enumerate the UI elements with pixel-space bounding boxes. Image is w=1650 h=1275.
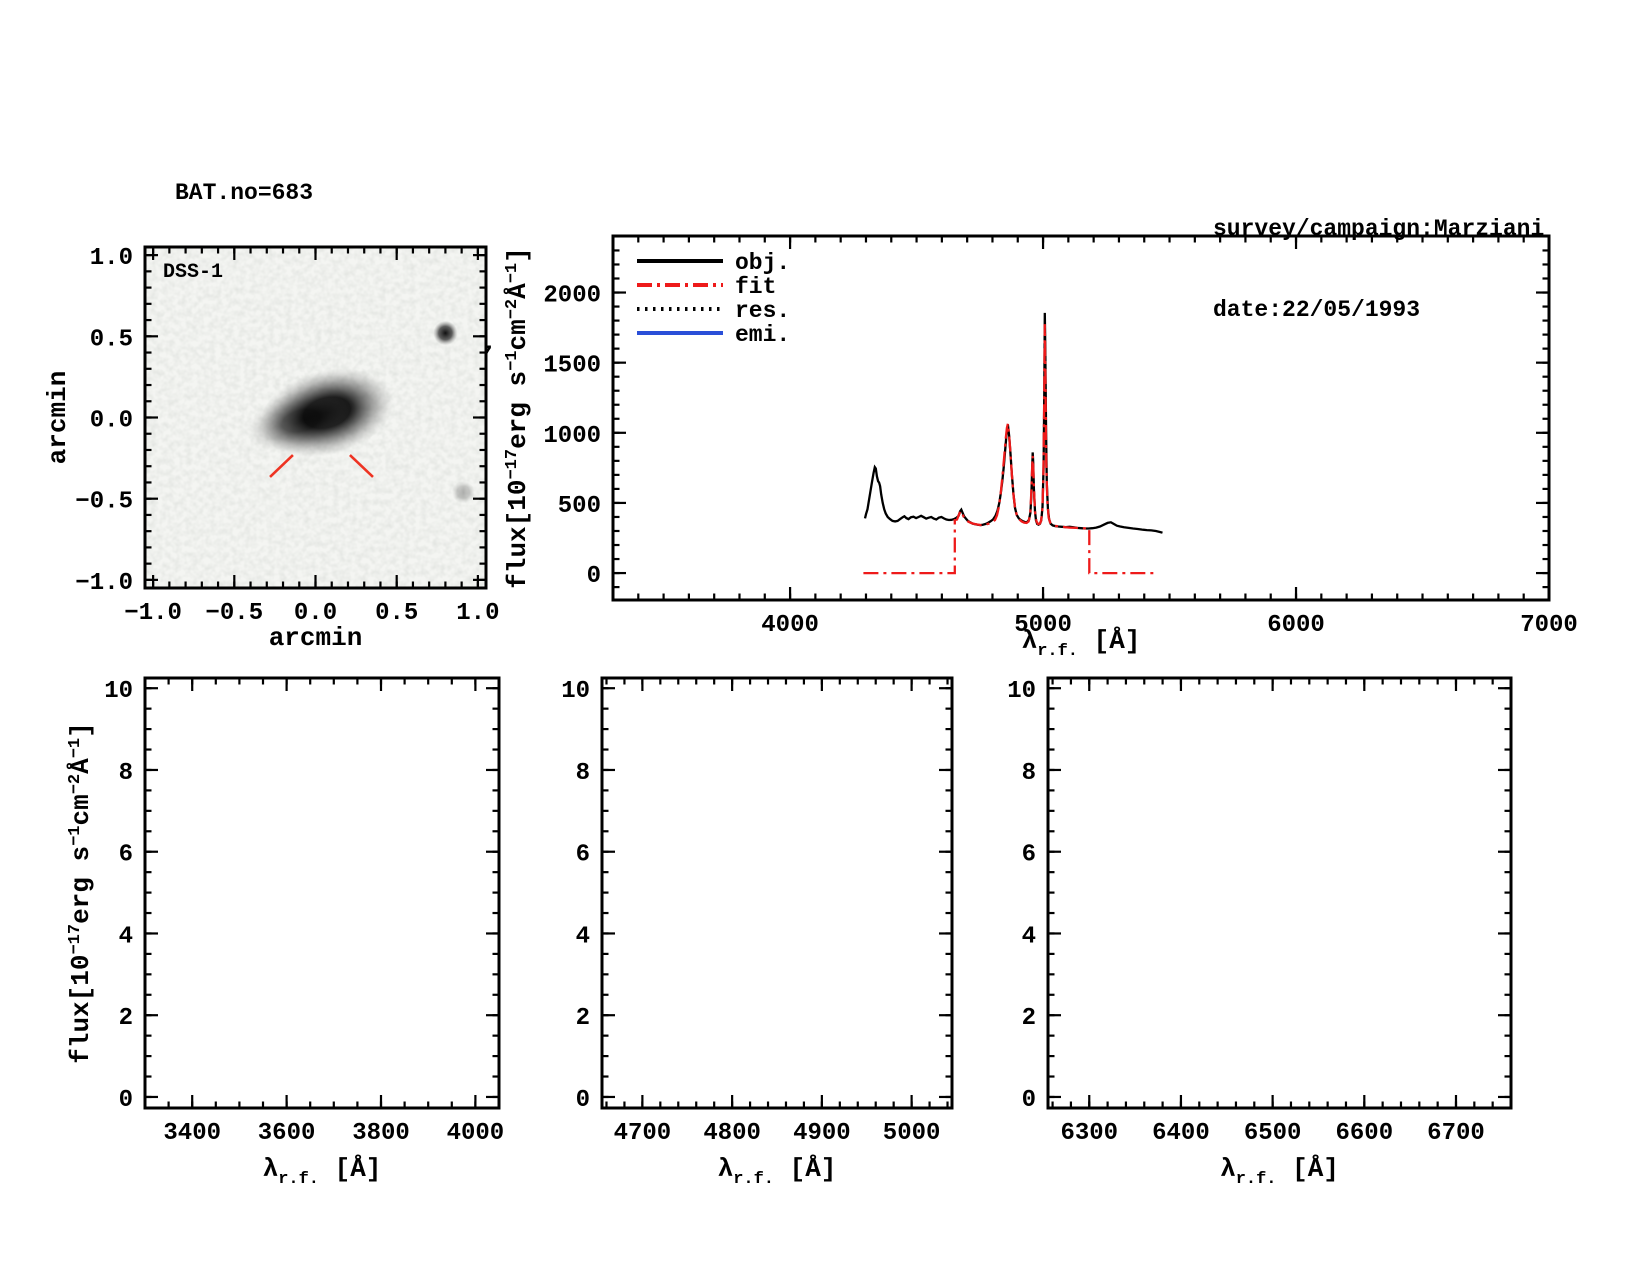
svg-text:1.0: 1.0 — [456, 600, 499, 627]
svg-text:5000: 5000 — [1014, 612, 1072, 639]
target-marker-line — [269, 454, 294, 478]
y-axis-label: arcmin — [43, 371, 73, 465]
svg-text:4: 4 — [1022, 923, 1036, 950]
svg-text:4700: 4700 — [614, 1120, 672, 1147]
svg-text:5000: 5000 — [883, 1120, 941, 1147]
svg-text:0: 0 — [1022, 1087, 1036, 1114]
x-axis-label: λr.f. [Å] — [718, 1154, 837, 1189]
svg-text:2: 2 — [1022, 1005, 1036, 1032]
svg-text:6700: 6700 — [1427, 1120, 1485, 1147]
svg-text:0: 0 — [576, 1087, 590, 1114]
svg-text:3400: 3400 — [163, 1120, 221, 1147]
field-star-blob — [433, 320, 458, 346]
x-axis-label: λr.f. [Å] — [1220, 1154, 1339, 1189]
y-axis-label: flux[10−17erg s−1cm−2Å−1] — [66, 722, 96, 1064]
survey-info: survey/campaign:Marziani date:22/05/1993 — [1213, 162, 1544, 378]
svg-text:6600: 6600 — [1336, 1120, 1394, 1147]
legend-label: res. — [735, 298, 790, 324]
svg-text:0: 0 — [587, 563, 601, 590]
plot-frame — [143, 676, 501, 1110]
svg-text:8: 8 — [1022, 760, 1036, 787]
svg-text:−1.0: −1.0 — [75, 570, 133, 597]
observation-date-text: date:22/05/1993 — [1213, 297, 1421, 323]
faint-source-blob — [451, 480, 475, 504]
object-info-line: BAT.no=683 — [175, 180, 314, 206]
plot-frame — [600, 676, 954, 1110]
svg-text:3800: 3800 — [352, 1120, 410, 1147]
image-source-label: DSS-1 — [163, 261, 223, 284]
svg-text:−1.0: −1.0 — [124, 600, 182, 627]
svg-text:0.5: 0.5 — [90, 326, 133, 353]
svg-text:3600: 3600 — [258, 1120, 316, 1147]
x-axis-label: λr.f. [Å] — [263, 1154, 382, 1189]
svg-text:0.0: 0.0 — [90, 408, 133, 435]
x-axis-label: λr.f. [Å] — [1022, 626, 1141, 661]
x-axis-label: arcmin — [269, 623, 363, 653]
svg-text:2: 2 — [119, 1005, 133, 1032]
target-marker-line — [349, 454, 374, 478]
svg-text:6400: 6400 — [1152, 1120, 1210, 1147]
svg-text:1000: 1000 — [543, 423, 601, 450]
svg-text:500: 500 — [558, 493, 601, 520]
galaxy-halo — [247, 389, 355, 453]
svg-text:10: 10 — [561, 678, 590, 705]
plot-frame — [1046, 676, 1513, 1110]
svg-text:6000: 6000 — [1267, 612, 1325, 639]
legend-label: emi. — [735, 322, 790, 348]
svg-text:8: 8 — [119, 760, 133, 787]
svg-text:0.0: 0.0 — [294, 600, 337, 627]
svg-text:10: 10 — [1007, 678, 1036, 705]
svg-text:4000: 4000 — [447, 1120, 505, 1147]
svg-text:7000: 7000 — [1520, 612, 1578, 639]
svg-text:6: 6 — [119, 842, 133, 869]
svg-text:4900: 4900 — [793, 1120, 851, 1147]
svg-text:−0.5: −0.5 — [206, 600, 264, 627]
svg-text:0: 0 — [119, 1087, 133, 1114]
zoom-panel-blue: 3400 3600 3800 4000 0 2 4 6 8 10 λr.f. [Å] flux[10−… — [66, 676, 504, 1189]
svg-text:2: 2 — [576, 1005, 590, 1032]
svg-text:0.5: 0.5 — [375, 600, 418, 627]
svg-text:1.0: 1.0 — [90, 245, 133, 272]
svg-text:4: 4 — [119, 923, 133, 950]
survey-campaign-text: survey/campaign:Marziani — [1213, 216, 1545, 242]
zoom-panel-halpha: 6300 6400 6500 6600 6700 0 2 4 6 8 10 λr.f. [Å] — [1007, 676, 1513, 1189]
svg-text:8: 8 — [576, 760, 590, 787]
legend-label: fit — [735, 274, 776, 300]
y-axis-label: flux[10−17erg s−1cm−2Å−1] — [503, 247, 533, 589]
svg-text:−0.5: −0.5 — [75, 489, 133, 516]
legend-label: obj. — [735, 250, 790, 276]
svg-text:4000: 4000 — [761, 612, 819, 639]
svg-text:4: 4 — [576, 923, 590, 950]
svg-text:10: 10 — [104, 678, 133, 705]
dss-image-panel: −1.0 −0.5 0.0 0.5 1.0 −1.0 −0.5 0.0 0.5 1.0 arcmin… — [43, 245, 499, 653]
spectrum-panel: 4000 5000 6000 7000 0 500 1000 1500 2000 λr.f. [Å… — [503, 234, 1578, 661]
svg-text:6: 6 — [1022, 842, 1036, 869]
svg-text:6: 6 — [576, 842, 590, 869]
svg-text:6500: 6500 — [1244, 1120, 1302, 1147]
svg-text:4800: 4800 — [703, 1120, 761, 1147]
svg-text:6300: 6300 — [1060, 1120, 1118, 1147]
zoom-panel-hbeta: 4700 4800 4900 5000 0 2 4 6 8 10 λr.f. [Å] — [561, 676, 954, 1189]
svg-text:2000: 2000 — [543, 283, 601, 310]
series-fit — [863, 324, 1155, 575]
svg-text:1500: 1500 — [543, 353, 601, 380]
